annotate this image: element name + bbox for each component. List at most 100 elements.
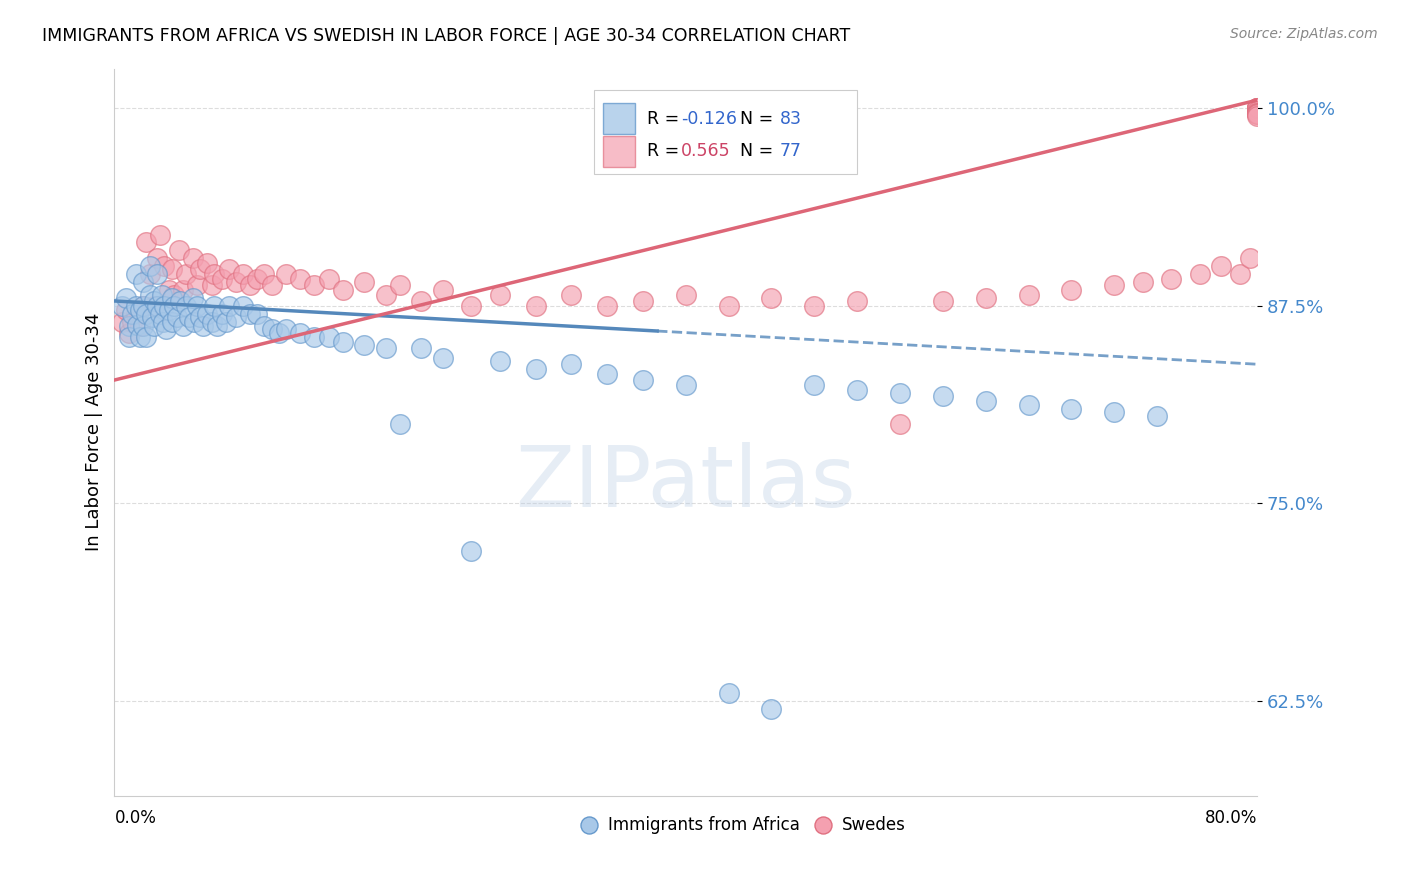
Text: Source: ZipAtlas.com: Source: ZipAtlas.com xyxy=(1230,27,1378,41)
Point xyxy=(288,272,311,286)
Point xyxy=(110,299,132,313)
Point xyxy=(332,283,354,297)
Point xyxy=(389,417,412,432)
Point xyxy=(1246,105,1268,120)
Point xyxy=(803,299,825,313)
Point xyxy=(596,367,619,381)
Point xyxy=(803,377,825,392)
Point xyxy=(146,299,169,313)
Point xyxy=(846,293,869,308)
Point xyxy=(181,291,204,305)
Text: 77: 77 xyxy=(779,143,801,161)
Point xyxy=(174,299,197,313)
Text: IMMIGRANTS FROM AFRICA VS SWEDISH IN LABOR FORCE | AGE 30-34 CORRELATION CHART: IMMIGRANTS FROM AFRICA VS SWEDISH IN LAB… xyxy=(42,27,851,45)
Point xyxy=(524,299,547,313)
Point xyxy=(169,293,191,308)
Text: R =: R = xyxy=(647,143,685,161)
Point xyxy=(139,259,162,273)
Point xyxy=(260,322,283,336)
Point xyxy=(1246,101,1268,115)
Point xyxy=(432,351,454,365)
Point xyxy=(132,275,155,289)
Point xyxy=(215,314,238,328)
Point xyxy=(596,299,619,313)
Point xyxy=(889,385,911,400)
Point xyxy=(1102,405,1125,419)
Point xyxy=(374,342,396,356)
Point xyxy=(157,283,180,297)
Point xyxy=(846,383,869,397)
Point xyxy=(1018,398,1040,412)
Point xyxy=(163,287,186,301)
Point xyxy=(274,267,297,281)
FancyBboxPatch shape xyxy=(595,90,858,174)
Point xyxy=(135,307,157,321)
Point xyxy=(232,267,254,281)
Text: 0.0%: 0.0% xyxy=(114,808,156,827)
Point xyxy=(118,319,141,334)
Point xyxy=(974,393,997,408)
Point xyxy=(1246,104,1268,119)
Point xyxy=(143,293,166,308)
Point xyxy=(1246,107,1268,121)
Point xyxy=(129,303,152,318)
Point xyxy=(232,299,254,313)
Point xyxy=(246,307,269,321)
Point xyxy=(150,287,173,301)
Point xyxy=(631,293,654,308)
Point xyxy=(135,235,157,250)
Text: 83: 83 xyxy=(779,110,801,128)
Point xyxy=(132,299,155,313)
Point xyxy=(200,278,222,293)
Point xyxy=(195,256,218,270)
Point xyxy=(1102,278,1125,293)
Point xyxy=(155,322,177,336)
Point xyxy=(115,303,138,318)
Point xyxy=(1211,259,1233,273)
Point xyxy=(143,299,166,313)
Point xyxy=(332,335,354,350)
Point xyxy=(353,338,375,352)
Text: -0.126: -0.126 xyxy=(681,110,737,128)
Point xyxy=(186,299,208,313)
Point xyxy=(353,275,375,289)
Point xyxy=(1246,101,1268,115)
Point xyxy=(202,299,225,313)
Point xyxy=(1229,267,1251,281)
Text: Swedes: Swedes xyxy=(842,816,905,834)
Point xyxy=(411,342,433,356)
Point xyxy=(631,373,654,387)
Point xyxy=(149,307,172,321)
Point xyxy=(218,299,240,313)
Point xyxy=(253,267,276,281)
Point xyxy=(411,293,433,308)
Point xyxy=(560,357,582,371)
Point xyxy=(132,299,155,313)
Point xyxy=(1246,107,1268,121)
Point xyxy=(304,330,326,344)
Point xyxy=(174,267,197,281)
Point xyxy=(717,299,740,313)
Point xyxy=(118,326,141,340)
Point xyxy=(129,330,152,344)
Point xyxy=(125,307,148,321)
Point xyxy=(146,267,169,281)
Point xyxy=(152,314,174,328)
Point xyxy=(167,244,190,258)
Point xyxy=(260,278,283,293)
Point xyxy=(318,272,340,286)
Point xyxy=(207,319,229,334)
Point xyxy=(1018,287,1040,301)
Point xyxy=(125,267,148,281)
Point xyxy=(460,544,482,558)
Point xyxy=(524,362,547,376)
Point xyxy=(139,287,162,301)
Point xyxy=(115,291,138,305)
Point xyxy=(132,319,155,334)
Point xyxy=(211,272,233,286)
Point xyxy=(218,262,240,277)
Point xyxy=(153,299,176,313)
Point xyxy=(1160,272,1182,286)
Point xyxy=(172,319,194,334)
Point xyxy=(675,287,697,301)
